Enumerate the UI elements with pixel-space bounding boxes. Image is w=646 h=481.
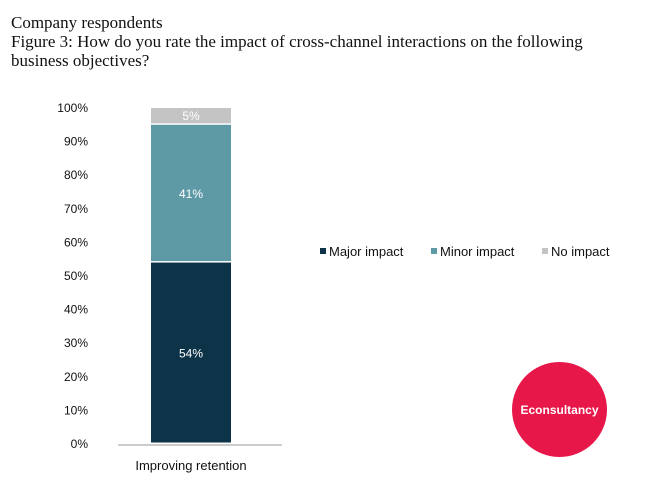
data-label: 5% (182, 109, 200, 123)
legend-item: Minor impact (431, 244, 515, 259)
legend-item: No impact (542, 244, 610, 259)
econsultancy-logo: Econsultancy (512, 362, 607, 457)
y-tick-label: 100% (57, 101, 88, 115)
y-tick-label: 40% (64, 303, 88, 317)
legend: Major impact Minor impact No impact (320, 244, 610, 259)
y-tick-label: 70% (64, 202, 88, 216)
y-tick-label: 30% (64, 336, 88, 350)
chart-title: Figure 3: How do you rate the impact of … (11, 32, 583, 70)
y-tick-label: 80% (64, 168, 88, 182)
respondents-label: Company respondents (11, 13, 163, 32)
chart-header: Company respondents Figure 3: How do you… (11, 13, 631, 70)
legend-item: Major impact (320, 244, 404, 259)
y-tick-label: 90% (64, 135, 88, 149)
legend-swatch (320, 248, 326, 254)
y-tick-label: 0% (71, 437, 89, 451)
y-tick-label: 50% (64, 269, 88, 283)
x-category-label: Improving retention (135, 458, 246, 473)
y-tick-label: 60% (64, 235, 88, 249)
y-tick-label: 20% (64, 370, 88, 384)
bar-segment-minor-impact (151, 124, 231, 262)
bar-stack: 54% 41% 5% (151, 108, 231, 443)
y-tick-label: 10% (64, 403, 88, 417)
bar-segment-no-impact (151, 108, 231, 124)
legend-label: Minor impact (440, 244, 515, 259)
y-axis: 0% 10% 20% 30% 40% 50% 60% 70% 80% 90% 100% (57, 101, 88, 451)
logo-text: Econsultancy (520, 402, 599, 417)
bar-segment-major-impact (151, 262, 231, 443)
legend-swatch (431, 248, 437, 254)
legend-label: Major impact (329, 244, 404, 259)
data-label: 41% (179, 187, 203, 201)
legend-label: No impact (551, 244, 610, 259)
x-axis: Improving retention (118, 444, 282, 473)
data-label: 54% (179, 347, 203, 361)
legend-swatch (542, 248, 548, 254)
